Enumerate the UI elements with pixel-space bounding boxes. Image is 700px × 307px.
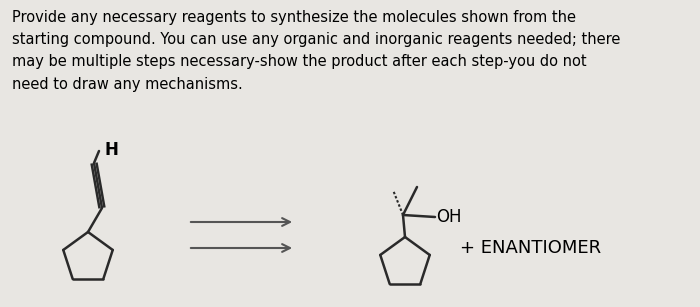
Text: OH: OH <box>436 208 461 226</box>
Text: + ENANTIOMER: + ENANTIOMER <box>460 239 601 257</box>
Text: H: H <box>104 141 118 159</box>
Text: Provide any necessary reagents to synthesize the molecules shown from the
starti: Provide any necessary reagents to synthe… <box>12 10 620 91</box>
